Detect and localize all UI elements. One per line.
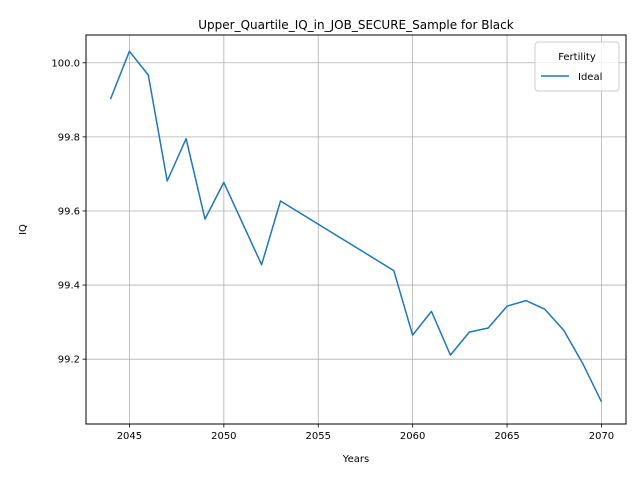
x-tick-label: 2065 [494, 431, 519, 442]
axes-frame [85, 34, 627, 425]
x-tick-label: 2070 [589, 431, 614, 442]
y-axis-title: IQ [18, 224, 29, 235]
legend: Fertility Ideal [534, 41, 620, 92]
y-tick-label: 99.6 [58, 206, 80, 217]
y-tick-label: 99.8 [58, 132, 80, 143]
x-tick-label: 2060 [400, 431, 425, 442]
plot-area [109, 50, 603, 403]
y-axis: 99.2 99.4 99.6 99.8 100.0 [51, 58, 86, 366]
chart-title: Upper_Quartile_IQ_in_JOB_SECURE_Sample f… [198, 18, 513, 32]
y-tick-label: 99.4 [58, 281, 80, 292]
series-line-ideal [109, 50, 603, 403]
y-tick-label: 99.2 [58, 355, 80, 366]
x-axis: 2045 2050 2055 2060 2065 2070 [117, 424, 614, 442]
x-tick-label: 2045 [117, 431, 142, 442]
legend-box [534, 41, 620, 92]
x-tick-label: 2055 [306, 431, 331, 442]
legend-series-label: Ideal [578, 72, 602, 83]
y-tick-label: 100.0 [51, 58, 80, 69]
legend-title: Fertility [558, 52, 596, 63]
x-tick-label: 2050 [211, 431, 236, 442]
x-axis-title: Years [342, 454, 369, 465]
